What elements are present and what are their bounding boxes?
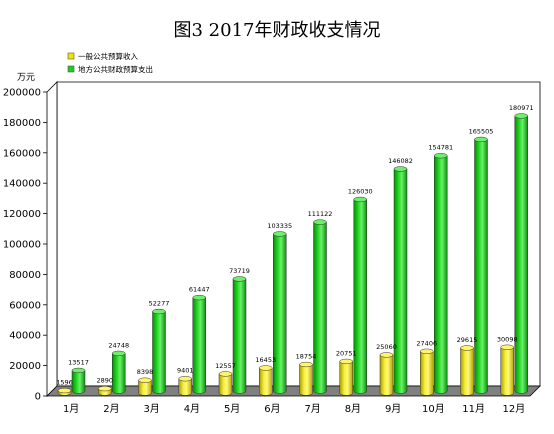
- bar-expenditure: [393, 166, 408, 394]
- bar-expenditure: [232, 276, 247, 394]
- x-tick-label: 7月: [304, 403, 320, 415]
- x-axis: 1月 2月 3月 4月 5月 6月 7月 8月 9月 10月 11月 12月: [63, 403, 525, 415]
- data-label-revenue: 12557: [215, 362, 236, 370]
- y-tick-label: 20000: [9, 361, 41, 372]
- data-label-revenue: 27406: [416, 339, 437, 347]
- data-label-revenue: 25060: [376, 343, 397, 351]
- x-tick-label: 12月: [503, 403, 526, 415]
- y-tick-label: 80000: [9, 270, 41, 281]
- bar-revenue: [138, 377, 152, 396]
- data-label-revenue: 2890: [96, 377, 113, 385]
- x-tick-label: 9月: [385, 403, 401, 415]
- data-label-expenditure: 13517: [68, 358, 89, 366]
- x-tick-label: 5月: [224, 403, 240, 415]
- bar-revenue: [259, 365, 273, 396]
- bar-expenditure: [71, 367, 86, 394]
- bar-revenue: [57, 387, 72, 396]
- plot-side-wall: [46, 81, 58, 397]
- bar-revenue: [500, 344, 514, 396]
- x-tick-label: 10月: [422, 403, 445, 415]
- x-tick-label: 1月: [63, 403, 79, 415]
- bar-expenditure: [192, 294, 206, 394]
- data-label-expenditure: 126030: [348, 187, 373, 195]
- y-tick-label: 160000: [3, 148, 41, 159]
- data-label-revenue: 20751: [336, 349, 357, 357]
- y-tick-label: 140000: [3, 179, 41, 190]
- y-tick-label: 40000: [9, 331, 41, 342]
- legend-swatch-expenditure: [67, 65, 75, 73]
- bar-expenditure: [313, 219, 327, 394]
- data-label-expenditure: 165505: [469, 127, 494, 135]
- bar-expenditure: [152, 308, 166, 394]
- x-tick-label: 11月: [462, 403, 485, 415]
- legend-swatch-revenue: [67, 52, 75, 60]
- legend: 一般公共预算收入 地方公共财政预算支出: [67, 51, 153, 74]
- bar-revenue: [178, 376, 192, 396]
- legend-label-expenditure: 地方公共财政预算支出: [78, 64, 153, 74]
- data-label-revenue: 8398: [137, 368, 154, 376]
- bar-revenue: [98, 385, 112, 396]
- y-tick-label: 200000: [3, 88, 41, 99]
- y-tick-label: 0: [35, 392, 41, 403]
- data-label-revenue: 29615: [457, 336, 478, 344]
- data-label-revenue: 18754: [296, 352, 317, 360]
- x-tick-label: 8月: [345, 403, 361, 415]
- data-label-expenditure: 73719: [229, 267, 250, 275]
- plot-frame: [46, 81, 541, 397]
- bar-revenue: [420, 348, 434, 396]
- data-labels-group: 1596 13517 2890 24748 8398 52277 9401 61447 1255…: [56, 104, 533, 387]
- bar-expenditure: [112, 350, 126, 394]
- bar-expenditure: [434, 153, 448, 394]
- bar-expenditure: [273, 231, 287, 394]
- bar-expenditure: [514, 113, 528, 394]
- plot-floor: [46, 385, 541, 397]
- bar-revenue: [299, 361, 313, 396]
- data-label-expenditure: 154781: [428, 144, 453, 152]
- bar-revenue: [460, 345, 474, 396]
- x-tick-label: 3月: [143, 403, 159, 415]
- data-label-revenue: 1596: [56, 379, 73, 387]
- y-tick-label: 180000: [3, 118, 41, 129]
- data-label-expenditure: 103335: [267, 222, 292, 230]
- bars-group: [57, 113, 528, 396]
- data-label-expenditure: 180971: [509, 104, 534, 112]
- x-tick-label: 6月: [264, 403, 280, 415]
- x-tick-label: 2月: [103, 403, 119, 415]
- bar-revenue: [339, 358, 353, 396]
- x-tick-label: 4月: [184, 403, 200, 415]
- data-label-expenditure: 52277: [149, 300, 170, 308]
- bar-revenue: [218, 371, 233, 396]
- data-label-expenditure: 24748: [108, 341, 129, 349]
- data-label-expenditure: 146082: [388, 157, 413, 165]
- y-tick-label: 60000: [9, 300, 41, 311]
- y-tick-label: 120000: [3, 209, 41, 220]
- data-label-expenditure: 61447: [189, 286, 210, 294]
- chart-title: 图3 2017年财政收支情况: [174, 20, 381, 41]
- bar-expenditure: [353, 196, 367, 394]
- bar-revenue: [379, 352, 394, 396]
- data-label-expenditure: 111122: [308, 210, 333, 218]
- y-axis: 0 20000 40000 60000 80000 100000 120000 140000 1…: [3, 88, 47, 403]
- data-label-revenue: 9401: [177, 367, 194, 375]
- data-label-revenue: 16453: [255, 356, 276, 364]
- y-axis-unit-label: 万元: [17, 73, 35, 83]
- y-tick-label: 100000: [3, 240, 41, 251]
- data-label-revenue: 30098: [497, 335, 518, 343]
- legend-label-revenue: 一般公共预算收入: [78, 51, 138, 61]
- bar-expenditure: [474, 136, 488, 394]
